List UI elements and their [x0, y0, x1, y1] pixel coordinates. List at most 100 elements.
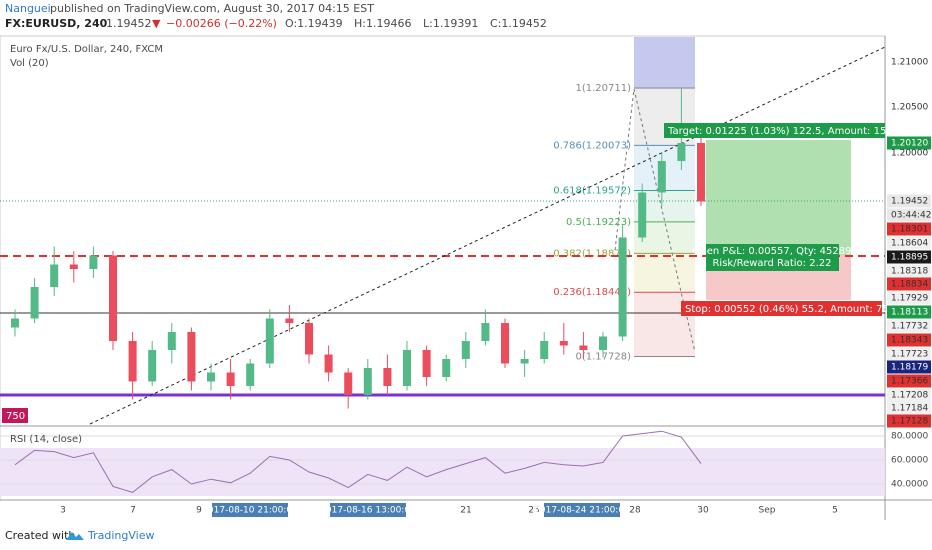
candle-body — [226, 372, 235, 386]
price-tag-bg — [887, 291, 931, 305]
symbol: FX:EURUSD, 240 — [5, 17, 108, 30]
volume-tag-bg — [2, 408, 28, 423]
target-label: Target: 0.01225 (1.03%) 122.5, Amount: 1… — [667, 126, 909, 137]
price-tag-bg — [887, 374, 931, 388]
date-tag-bg — [212, 503, 288, 517]
risk-reward: Risk/Reward Ratio: 2.22 — [712, 258, 831, 269]
price-tag: 1.18343 — [891, 336, 928, 346]
price-tag: 1.17723 — [891, 350, 928, 360]
candle-body — [618, 237, 627, 337]
price-tag: 03:44:42 — [891, 211, 931, 221]
footer-bg — [0, 528, 932, 550]
date-label: 28 — [629, 506, 641, 516]
candle-body — [344, 372, 353, 395]
candle-body — [265, 318, 274, 364]
volume-label: Vol (20) — [10, 58, 49, 69]
price-tag: 1.18113 — [891, 308, 928, 318]
price-tag: 1.17128 — [891, 417, 928, 427]
target-zone — [706, 140, 851, 255]
candle-body — [167, 332, 176, 350]
candle-body — [540, 341, 549, 359]
price-tag-bg — [887, 319, 931, 333]
price-tag: 1.18895 — [891, 253, 928, 263]
date-label: 5 — [832, 506, 838, 516]
fib-label: 0.618(1.19572) — [553, 186, 631, 197]
date-label: 23 — [528, 506, 539, 516]
candle-body — [422, 350, 431, 377]
price-tag: 1.19452 — [891, 197, 928, 207]
candle-body — [638, 192, 647, 238]
price-tag-bg — [887, 401, 931, 415]
fib-band — [634, 253, 695, 293]
fib-label: 0.382(1.18874) — [553, 248, 631, 259]
trendline — [89, 46, 886, 425]
candle-body — [69, 264, 78, 269]
candle-body — [187, 332, 196, 382]
price-tag-bg — [887, 347, 931, 361]
price-tag-bg — [887, 208, 931, 222]
date-label: 2017-08-16 13:00:00 — [320, 506, 416, 516]
rsi-band — [0, 448, 885, 496]
author[interactable]: Nanguei — [5, 2, 51, 15]
price-tag: 1.18179 — [891, 363, 928, 373]
rsi-tick: 40.0000 — [891, 480, 928, 490]
price-tag: 1.17366 — [891, 377, 928, 387]
candle-body — [128, 341, 137, 382]
price-tag-bg — [887, 305, 931, 319]
price-tag: 1.17208 — [891, 391, 928, 401]
candle-body — [109, 255, 117, 341]
candle-body — [481, 323, 490, 341]
target-bg — [664, 123, 885, 138]
date-label: 2017-08-10 21:00:00 — [202, 506, 298, 516]
chart-layer: 1(1.20711) 0.786(1.20073) 0.618(1.19572) 0.… — [0, 37, 931, 517]
price-tag-bg — [887, 236, 931, 250]
price-tag-bg — [887, 136, 931, 150]
date-label: 21 — [460, 506, 471, 516]
open: O:1.19439 — [285, 17, 343, 30]
date-label: Sep — [759, 506, 776, 516]
price-tag: 1.20000 — [891, 149, 928, 159]
date-label: 9 — [196, 506, 202, 516]
volume-tag: 750 — [6, 411, 25, 422]
price-tag: 1.18834 — [891, 280, 928, 290]
close: C:1.19452 — [490, 17, 547, 30]
price-tag: 1.20500 — [891, 103, 928, 113]
fib-top — [634, 37, 695, 89]
date-label: 7 — [130, 506, 136, 516]
rsi-label: RSI (14, close) — [10, 434, 82, 445]
candle-body — [363, 368, 372, 395]
fib-label: 0.786(1.20073) — [553, 140, 631, 151]
price-tag-bg — [887, 194, 931, 208]
footer-created: Created with — [5, 529, 75, 542]
candle-body — [285, 318, 294, 323]
candle-body — [657, 161, 666, 193]
price-tag-bg — [887, 333, 931, 347]
date-label: 30 — [697, 506, 709, 516]
candle-body — [579, 345, 588, 350]
rsi-tick: 60.0000 — [891, 456, 928, 466]
candle-body — [403, 350, 411, 386]
price-tag-bg — [887, 360, 931, 374]
rsi-line — [14, 430, 702, 493]
candle-body — [305, 323, 313, 355]
price-tag: 1.17732 — [891, 322, 928, 332]
price-tag: 1.18604 — [891, 239, 928, 249]
high: H:1.19466 — [354, 17, 411, 30]
fib-label: 0.5(1.19223) — [566, 217, 631, 228]
candle-body — [599, 336, 607, 350]
candle-body — [11, 318, 19, 328]
published: published on TradingView.com, August 30,… — [50, 2, 374, 15]
candle-body — [50, 264, 59, 287]
logo — [66, 532, 84, 540]
footer-brand[interactable]: TradingView — [87, 529, 154, 542]
candle-body — [324, 354, 333, 373]
date-tag-bg — [544, 503, 620, 517]
price-tag: 1.17929 — [891, 294, 928, 304]
candle-body — [520, 359, 529, 364]
price-tag-bg — [887, 264, 931, 278]
candle-body — [246, 363, 255, 386]
candle-body — [383, 368, 392, 386]
arrow: ▼ — [152, 17, 161, 30]
pl-bg — [706, 244, 839, 271]
